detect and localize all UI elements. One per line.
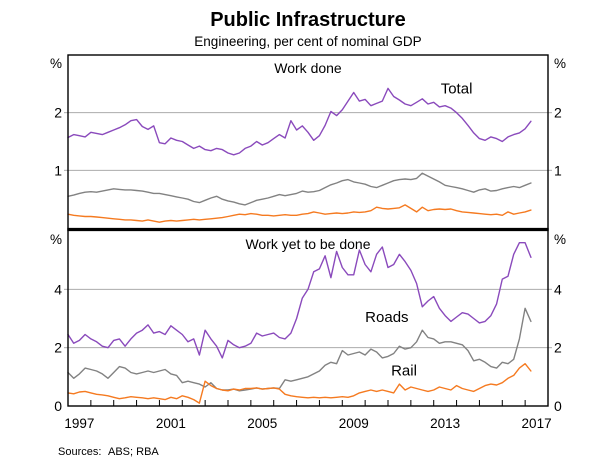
series-line-rail xyxy=(67,204,532,223)
y-axis-label-left: 1 xyxy=(54,162,62,178)
y-axis-label-right: 2 xyxy=(554,105,562,121)
chart-title: Public Infrastructure xyxy=(210,9,406,31)
series-line-total xyxy=(67,87,532,156)
sources-label: Sources: xyxy=(58,446,101,458)
y-axis-label-left: 0 xyxy=(54,398,62,414)
y-axis-label-right: 0 xyxy=(554,398,562,414)
panel-label: Work done xyxy=(274,60,342,76)
sources-value: ABS; RBA xyxy=(108,446,159,458)
panel-label: Work yet to be done xyxy=(245,236,370,252)
x-axis-year-label: 2009 xyxy=(339,416,369,431)
y-axis-label-right: 4 xyxy=(554,281,562,297)
sources-note: Sources: ABS; RBA xyxy=(58,446,159,458)
x-axis-year-label: 2001 xyxy=(156,416,186,431)
x-axis-year-label: 1997 xyxy=(64,416,94,431)
series-line-rail xyxy=(67,363,532,404)
y-axis-label-left: 4 xyxy=(54,281,62,297)
series-line-total xyxy=(67,241,532,359)
unit-label-right: % xyxy=(554,232,566,247)
series-annotation-roads: Roads xyxy=(365,309,408,326)
unit-label-left: % xyxy=(50,56,62,71)
series-annotation-total: Total xyxy=(441,80,473,97)
y-axis-label-right: 1 xyxy=(554,162,562,178)
y-axis-label-right: 2 xyxy=(554,340,562,356)
x-axis-year-label: 2013 xyxy=(430,416,460,431)
y-axis-label-left: 2 xyxy=(54,105,62,121)
plot-area: 1 1 2 2% % Work done Total 0 0 2 2 4 4% % Work yet to … xyxy=(50,54,566,431)
series-line-roads xyxy=(67,172,532,206)
unit-label-right: % xyxy=(554,56,566,71)
x-axis-year-label: 2005 xyxy=(247,416,277,431)
series-annotation-rail: Rail xyxy=(391,362,417,379)
x-axis-year-label: 2017 xyxy=(522,416,552,431)
unit-label-left: % xyxy=(50,232,62,247)
series-line-roads xyxy=(67,307,532,392)
y-axis-label-left: 2 xyxy=(54,340,62,356)
chart-subtitle: Engineering, per cent of nominal GDP xyxy=(194,34,421,49)
